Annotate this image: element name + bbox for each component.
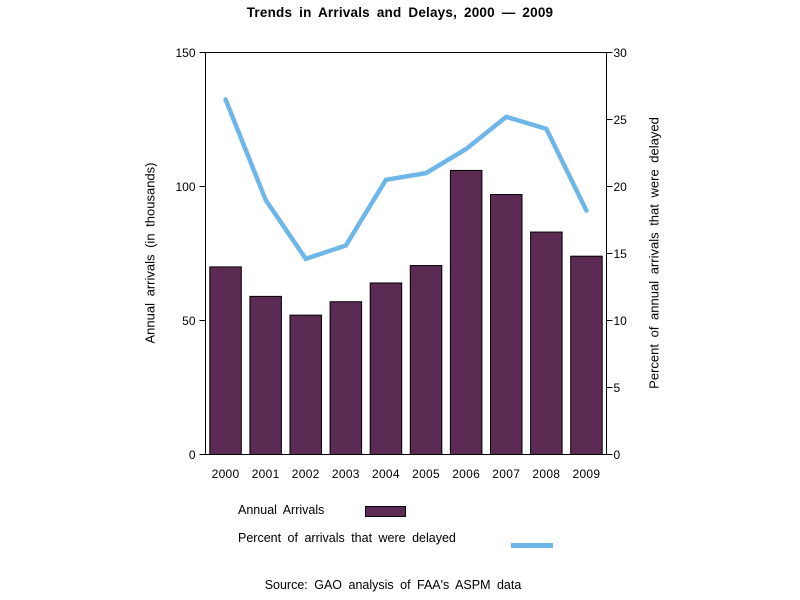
- bar-2006: [449, 169, 483, 455]
- x-axis-label-2008: 2008: [532, 467, 561, 481]
- left-axis-tick-label-100: 100: [175, 179, 196, 194]
- x-axis-label-2001: 2001: [251, 467, 280, 481]
- left-axis-tick-label-150: 150: [175, 45, 196, 60]
- x-axis-label-2004: 2004: [371, 467, 400, 481]
- chart-title: Trends in Arrivals and Delays, 2000 — 20…: [246, 5, 554, 20]
- bar-2000: [209, 266, 242, 455]
- x-axis-label-2003: 2003: [331, 467, 360, 481]
- bar-2007: [490, 194, 523, 455]
- legend-line-swatch: [511, 543, 553, 548]
- bar-2009: [570, 255, 603, 455]
- right-axis-tick-label-10: 10: [613, 313, 627, 328]
- percent-delayed-line: [223, 97, 589, 262]
- legend-item-annual-arrivals: Annual Arrivals: [238, 503, 324, 517]
- x-axis-label-2007: 2007: [492, 467, 521, 481]
- right-axis-tick-label-15: 15: [613, 246, 627, 261]
- right-axis-tick-label-20: 20: [613, 179, 627, 194]
- bar-2008: [530, 231, 563, 455]
- bar-2002: [289, 314, 322, 456]
- bar-2004: [369, 282, 403, 456]
- bar-2005: [409, 265, 443, 455]
- left-axis-tick-label-0: 0: [188, 447, 196, 462]
- legend-line-label: Percent of arrivals that were delayed: [238, 531, 456, 545]
- source-note: Source: GAO analysis of FAA's ASPM data: [264, 578, 522, 592]
- legend-item-percent-delayed: Percent of arrivals that were delayed: [238, 531, 456, 545]
- right-axis-tick-label-25: 25: [613, 112, 627, 127]
- x-axis-label-2006: 2006: [452, 467, 481, 481]
- x-axis-label-2005: 2005: [412, 467, 440, 481]
- right-axis-tick-label-0: 0: [613, 447, 621, 462]
- left-axis-tick-label-50: 50: [182, 313, 196, 328]
- bar-2003: [329, 301, 363, 455]
- bar-2001: [249, 295, 282, 455]
- x-axis-label-2000: 2000: [211, 467, 240, 481]
- legend-bar-label: Annual Arrivals: [238, 503, 325, 517]
- right-axis-tick-label-30: 30: [613, 45, 627, 60]
- legend-bar-swatch: [365, 506, 406, 517]
- x-axis-label-2009: 2009: [572, 467, 601, 481]
- right-axis-tick-label-5: 5: [613, 380, 621, 395]
- x-axis-label-2002: 2002: [291, 467, 320, 481]
